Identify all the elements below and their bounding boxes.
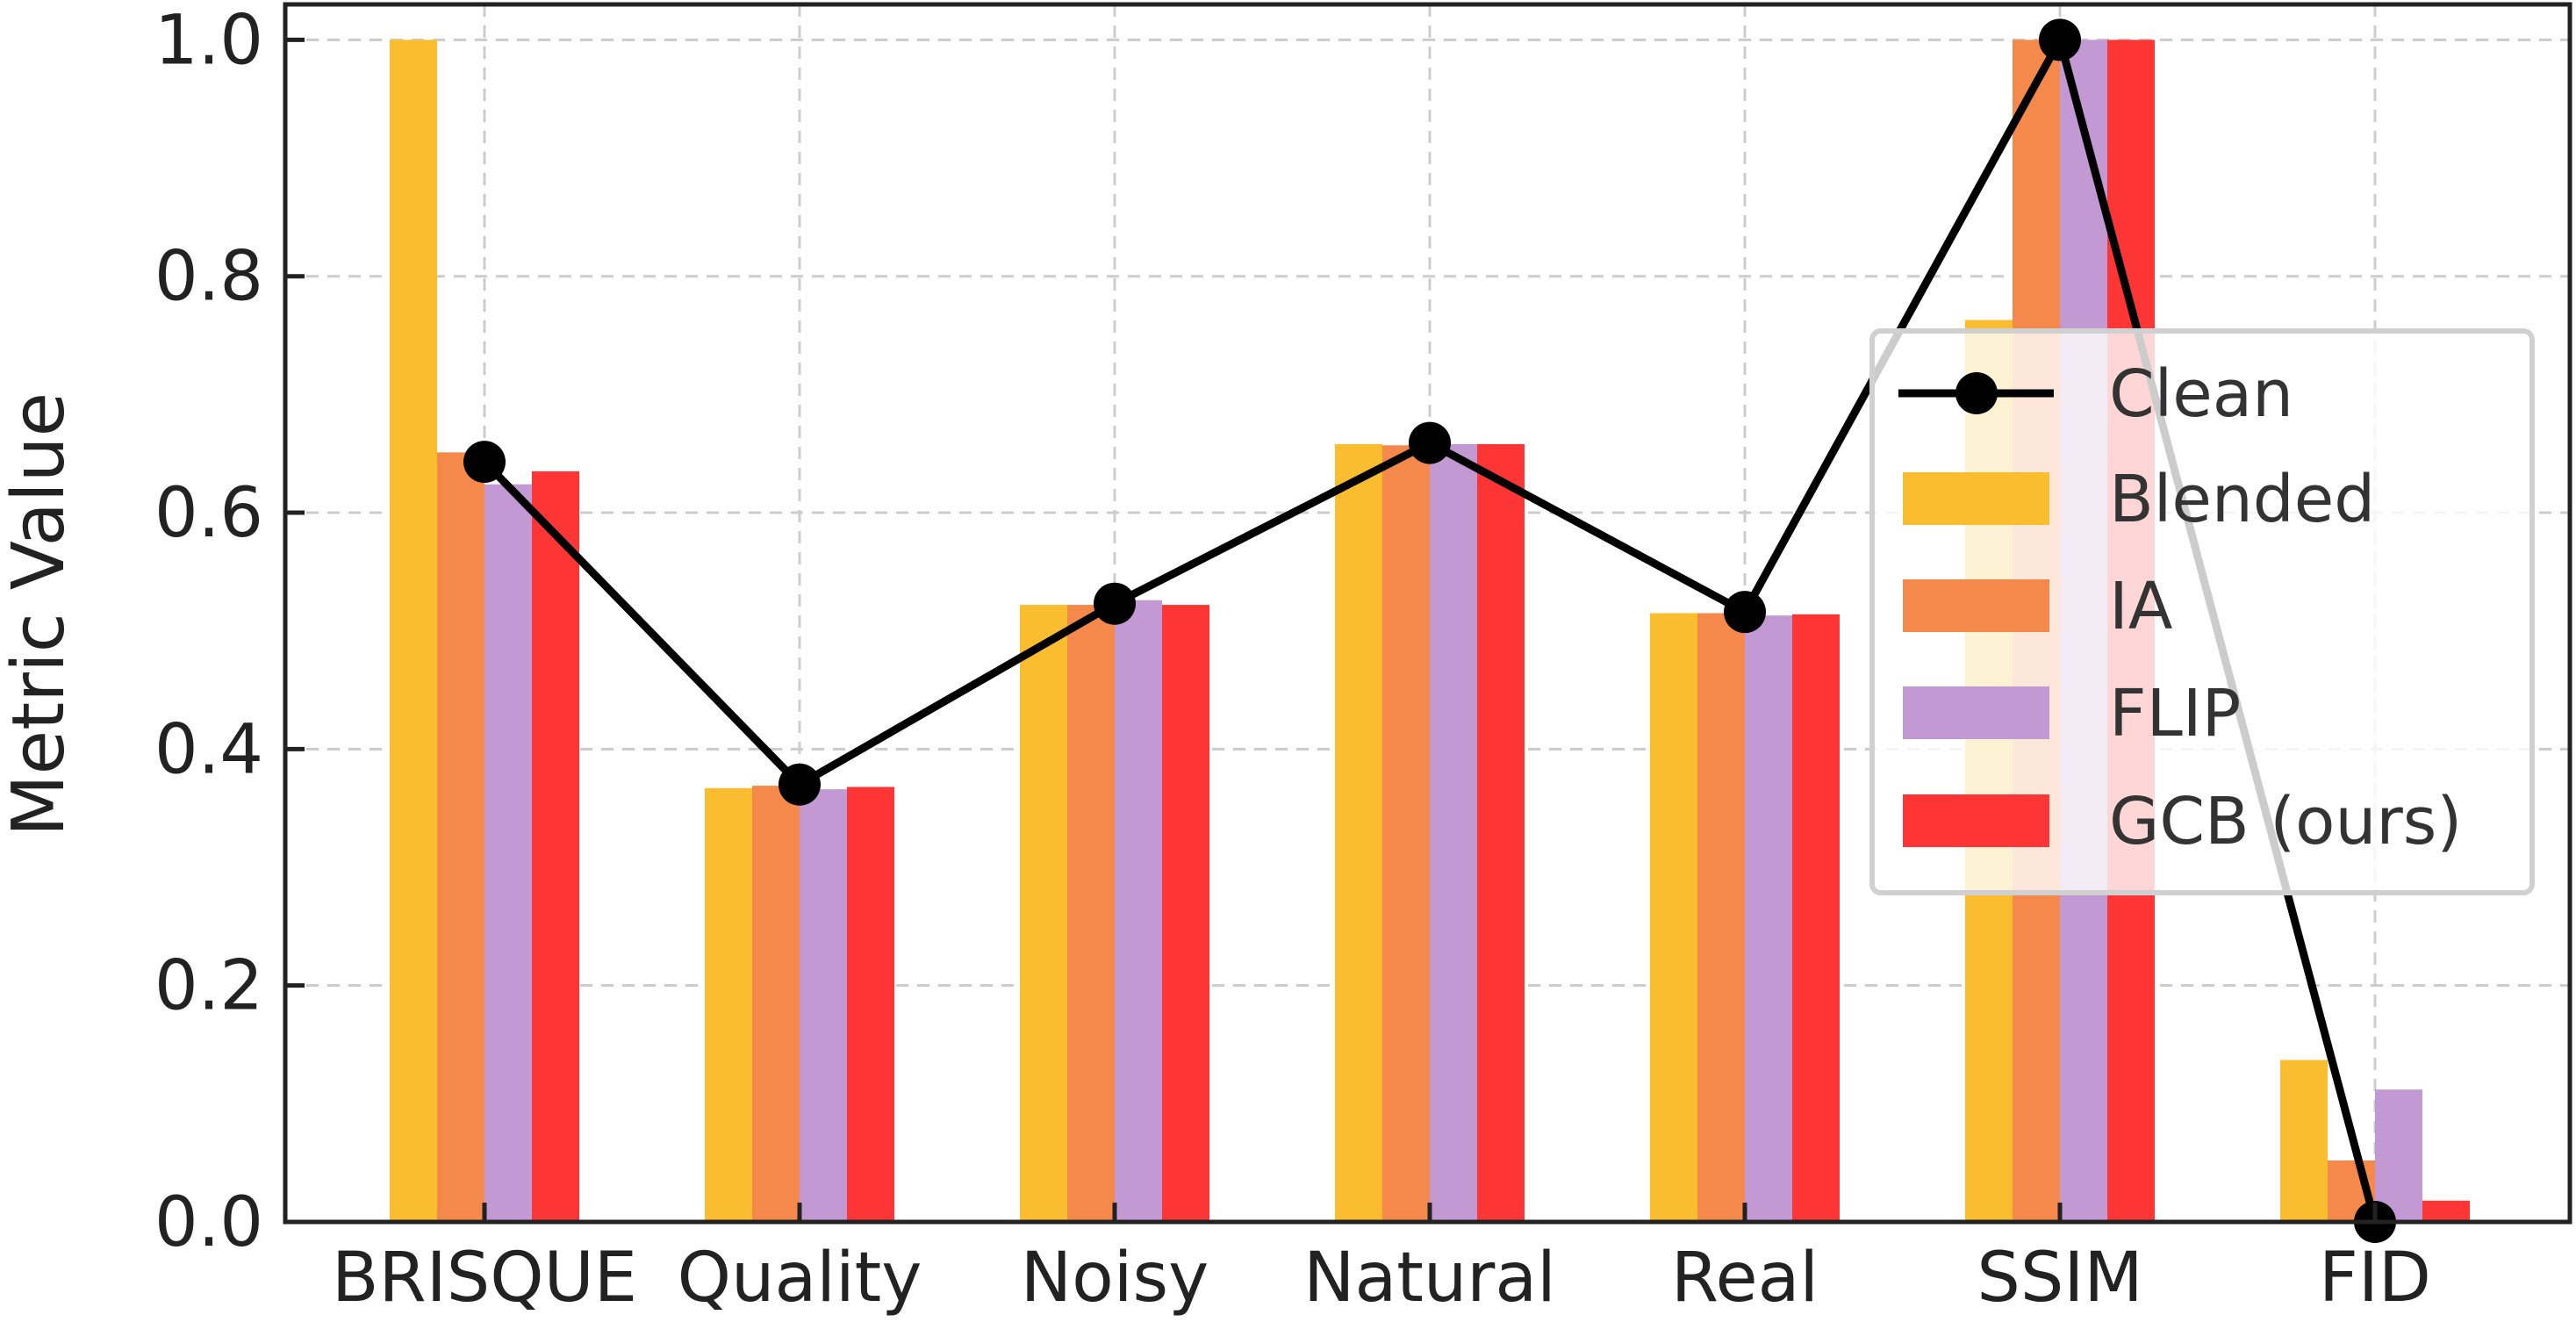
x-tick-label: FID xyxy=(2319,1239,2431,1318)
legend: Clean Blended IA FLIP GCB (ours) xyxy=(1869,328,2535,895)
bar-flip xyxy=(1745,615,1792,1222)
y-tick-label: 0.4 xyxy=(154,710,263,789)
legend-swatch xyxy=(1903,579,2049,632)
bar-flip xyxy=(2375,1089,2422,1222)
bar-flip xyxy=(1115,600,1162,1222)
legend-label: Blended xyxy=(2109,462,2375,537)
legend-marker-clean xyxy=(1955,372,1998,414)
bar-blended xyxy=(1650,613,1697,1222)
y-axis-label: Metric Value xyxy=(0,392,81,837)
legend-label: GCB (ours) xyxy=(2109,784,2462,859)
bar-ia xyxy=(1382,445,1430,1222)
bar-gcb-ours xyxy=(2422,1200,2470,1222)
clean-point xyxy=(2039,18,2081,61)
y-tick-label: 0.6 xyxy=(154,474,263,553)
bar-blended xyxy=(1335,443,1382,1222)
bar-gcb-ours xyxy=(532,471,579,1222)
bar-blended xyxy=(1020,605,1067,1222)
legend-swatch xyxy=(1903,686,2049,739)
x-tick-label: BRISQUE xyxy=(332,1239,637,1318)
x-tick-label: Quality xyxy=(678,1239,922,1318)
bar-gcb-ours xyxy=(847,787,894,1222)
bar-flip xyxy=(800,789,847,1222)
y-tick-label: 0.8 xyxy=(154,238,263,317)
bar-gcb-ours xyxy=(1477,443,1525,1222)
bar-gcb-ours xyxy=(1162,605,1209,1222)
bar-ia xyxy=(1697,613,1745,1222)
legend-swatch xyxy=(1903,472,2049,525)
bar-gcb-ours xyxy=(1792,614,1840,1222)
clean-line xyxy=(463,18,2396,1243)
bar-flip xyxy=(484,484,532,1222)
clean-point xyxy=(1094,582,1136,625)
clean-point xyxy=(779,763,821,806)
clean-point xyxy=(1409,421,1451,464)
legend-label: IA xyxy=(2109,569,2173,644)
x-tick-label: Natural xyxy=(1303,1239,1556,1318)
y-tick-label: 1.0 xyxy=(154,1,263,80)
bar-blended xyxy=(2280,1060,2328,1222)
bar-ia xyxy=(437,452,484,1222)
y-tick-label: 0.2 xyxy=(154,947,263,1026)
bar-ia xyxy=(1067,605,1115,1222)
clean-point xyxy=(463,441,506,484)
x-tick-label: SSIM xyxy=(1977,1239,2142,1318)
bar-blended xyxy=(705,787,752,1222)
clean-point xyxy=(1724,591,1766,634)
x-tick-label: Real xyxy=(1671,1239,1819,1318)
legend-box xyxy=(1869,328,2535,895)
bar-flip xyxy=(1430,443,1477,1222)
legend-swatch xyxy=(1903,794,2049,847)
legend-label: FLIP xyxy=(2109,676,2241,751)
ticks: 0.0 0.2 0.4 0.6 0.8 1.0 BRISQUE Quality Noisy Nat… xyxy=(154,1,2431,1318)
legend-label-clean: Clean xyxy=(2109,356,2293,432)
bar-blended xyxy=(390,40,437,1222)
x-tick-label: Noisy xyxy=(1021,1239,1209,1318)
y-tick-label: 0.0 xyxy=(154,1183,263,1262)
bar-ia xyxy=(752,786,800,1222)
